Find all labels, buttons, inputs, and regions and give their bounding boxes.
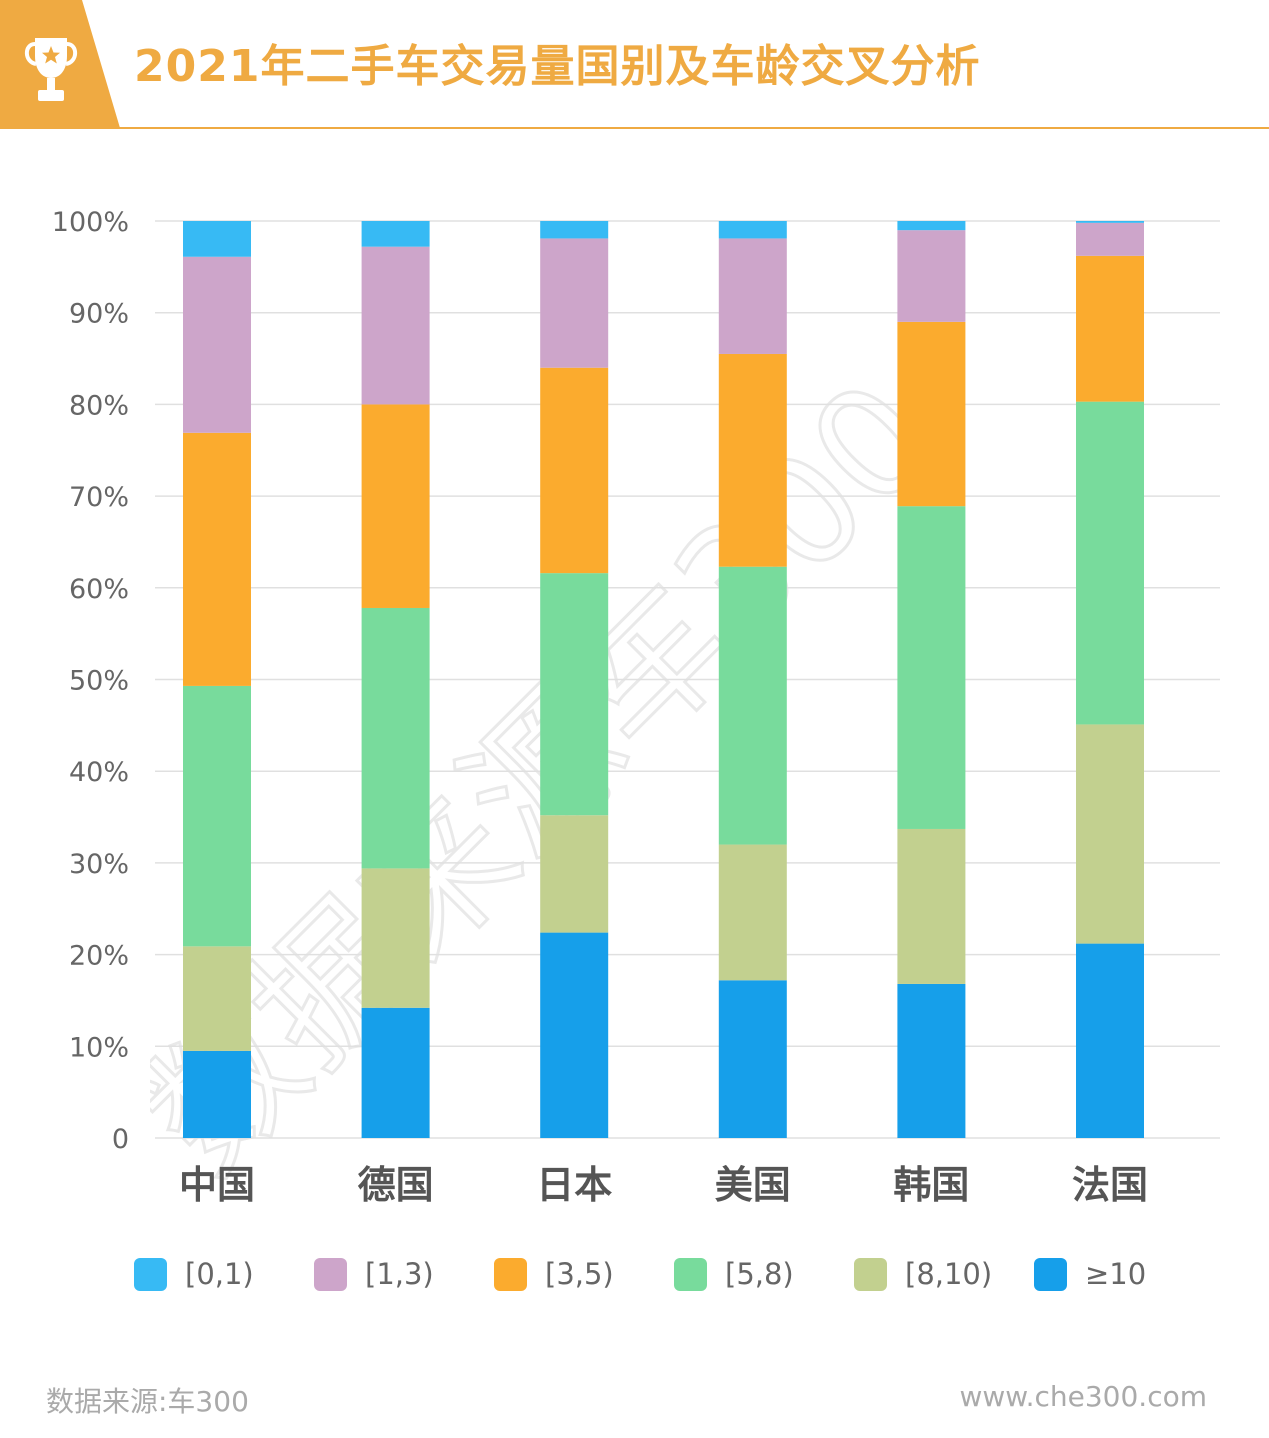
- bar-stack: [718, 221, 787, 1138]
- bar-stack: [361, 221, 430, 1138]
- bar-stack: [183, 221, 251, 1138]
- bar-segment: [897, 221, 966, 231]
- bar-segment: [183, 221, 251, 257]
- legend-item: [5,8): [674, 1254, 794, 1294]
- bar-segment: [1076, 724, 1144, 944]
- bar-segment: [361, 221, 430, 247]
- bar-segment: [361, 404, 430, 608]
- bar-segment: [361, 1007, 430, 1138]
- bar-segment: [1076, 255, 1144, 402]
- trophy-icon: [24, 38, 78, 101]
- bar-segment: [540, 932, 609, 1138]
- x-category-label: 日本: [536, 1163, 612, 1207]
- y-tick-label: 20%: [69, 941, 129, 972]
- bar-segment: [718, 221, 787, 239]
- legend-swatch: [1034, 1257, 1067, 1291]
- legend-label: [3,5): [545, 1257, 614, 1291]
- bar-stack: [540, 221, 609, 1138]
- legend-item: ≥10: [1034, 1254, 1146, 1294]
- legend-label: [1,3): [365, 1257, 434, 1291]
- bar-segment: [1076, 222, 1144, 256]
- gridlines: [155, 220, 1220, 1139]
- page-title: 2021年二手车交易量国别及车龄交叉分析: [134, 41, 981, 92]
- header: 2021年二手车交易量国别及车龄交叉分析: [0, 0, 1269, 130]
- bar-segment: [183, 685, 251, 947]
- legend-swatch: [674, 1257, 707, 1291]
- legend-item: [3,5): [494, 1254, 614, 1294]
- bar-segment: [183, 1050, 251, 1138]
- bar-segment: [897, 230, 966, 322]
- legend-swatch: [854, 1257, 887, 1291]
- y-tick-label: 90%: [69, 299, 129, 330]
- y-tick-label: 30%: [69, 849, 129, 880]
- legend-label: ≥10: [1085, 1257, 1147, 1291]
- bar-stack: [1076, 221, 1144, 1138]
- bars: [183, 221, 1144, 1138]
- bar-segment: [361, 246, 430, 405]
- bar-segment: [718, 980, 787, 1138]
- legend-label: [5,8): [725, 1257, 794, 1291]
- bar-segment: [718, 566, 787, 845]
- legend-swatch: [134, 1257, 167, 1291]
- bar-segment: [540, 221, 609, 239]
- y-tick-label: 70%: [69, 482, 129, 513]
- bar-segment: [1076, 943, 1144, 1138]
- bar-segment: [897, 506, 966, 829]
- legend-item: [8,10): [854, 1254, 992, 1294]
- bar-segment: [897, 321, 966, 507]
- bar-segment: [540, 573, 609, 816]
- bar-segment: [183, 256, 251, 433]
- website-link[interactable]: www.che300.com: [959, 1380, 1207, 1413]
- bar-segment: [361, 868, 430, 1008]
- x-category-label: 法国: [1072, 1163, 1148, 1207]
- x-category-label: 德国: [358, 1163, 434, 1207]
- legend-label: [0,1): [185, 1257, 254, 1291]
- legend: [0,1) [1,3) [3,5) [5,8) [8,10) ≥10: [134, 1254, 1194, 1294]
- y-tick-label: 50%: [69, 666, 129, 697]
- legend-swatch: [494, 1257, 527, 1291]
- bar-segment: [540, 367, 609, 574]
- legend-label: [8,10): [905, 1257, 993, 1291]
- bar-segment: [718, 238, 787, 354]
- legend-item: [1,3): [314, 1254, 434, 1294]
- y-tick-label: 80%: [69, 390, 129, 421]
- legend-item: [0,1): [134, 1254, 254, 1294]
- x-category-label: 中国: [179, 1163, 255, 1207]
- legend-swatch: [314, 1257, 347, 1291]
- y-tick-label: 100%: [52, 207, 129, 238]
- bar-segment: [540, 238, 609, 368]
- bar-segment: [718, 844, 787, 981]
- x-category-label: 美国: [715, 1163, 791, 1207]
- bar-segment: [183, 432, 251, 686]
- bar-segment: [183, 946, 251, 1051]
- header-divider: [0, 127, 1269, 129]
- y-tick-label: 10%: [69, 1032, 129, 1063]
- y-tick-label: 60%: [69, 574, 129, 605]
- bar-segment: [1076, 221, 1144, 223]
- bar-segment: [540, 815, 609, 933]
- bar-segment: [897, 983, 966, 1138]
- x-axis-labels: 中国 德国 日本 美国 韩国 法国: [179, 1163, 1148, 1207]
- y-tick-label: 0: [112, 1124, 129, 1155]
- stacked-bar-chart: 0 10% 20% 30% 40% 50% 60% 70% 80% 90% 100% 中国 德国 日本 美…: [52, 207, 1220, 1207]
- bar-segment: [718, 353, 787, 567]
- x-category-label: 韩国: [893, 1163, 969, 1207]
- bar-segment: [1076, 401, 1144, 725]
- bar-segment: [897, 828, 966, 984]
- y-tick-label: 40%: [69, 757, 129, 788]
- bar-segment: [361, 607, 430, 869]
- y-axis-ticks: 0 10% 20% 30% 40% 50% 60% 70% 80% 90% 100%: [52, 207, 129, 1155]
- data-source: 数据来源:车300: [46, 1385, 249, 1418]
- bar-stack: [897, 221, 966, 1138]
